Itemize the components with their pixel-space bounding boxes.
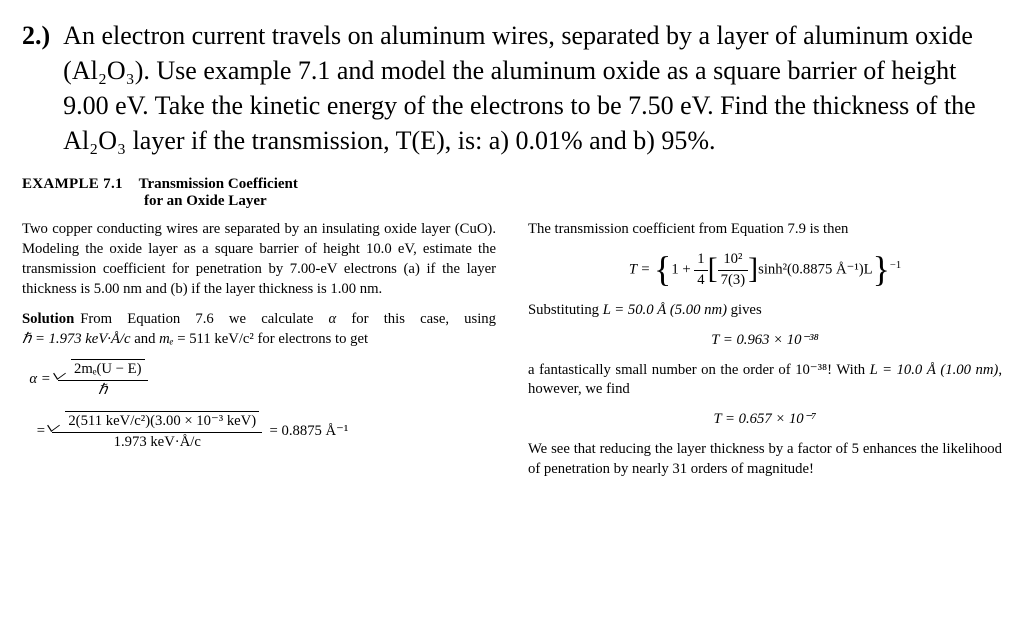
problem-statement: 2.) An electron current travels on alumi…: [22, 18, 1002, 158]
T-value-1: T = 0.963 × 10⁻³⁸: [528, 331, 1002, 351]
solution-label: Solution: [22, 311, 74, 327]
T-equation: T = {1 + 14[10²7(3)]sinh²(0.8875 Å⁻¹)L}−…: [528, 250, 1002, 291]
alpha-equation-1: α = 2mₑ(U − E) ℏ: [22, 359, 496, 401]
right-p2: Substituting L = 50.0 Å (5.00 nm) gives: [528, 301, 1002, 321]
T-value-2: T = 0.657 × 10⁻⁷: [528, 410, 1002, 430]
problem-line1: An electron current travels on aluminum …: [63, 21, 908, 50]
alpha-equation-2: = 2(511 keV/c²)(3.00 × 10⁻³ keV) 1.973 k…: [22, 411, 496, 453]
right-p3: a fantastically small number on the orde…: [528, 361, 1002, 401]
problem-number: 2.): [22, 21, 50, 50]
left-column: Two copper conducting wires are separate…: [22, 220, 496, 489]
right-column: The transmission coefficient from Equati…: [528, 220, 1002, 489]
solution-para: SolutionFrom Equation 7.6 we calculate α…: [22, 310, 496, 350]
example-title-2: for an Oxide Layer: [144, 193, 267, 209]
example-title: EXAMPLE 7.1 Transmission Coefficient for…: [22, 176, 1002, 210]
example-body: Two copper conducting wires are separate…: [22, 220, 1002, 489]
example-title-1: Transmission Coefficient: [139, 176, 298, 192]
example-label: EXAMPLE 7.1: [22, 176, 123, 192]
left-p1: Two copper conducting wires are separate…: [22, 220, 496, 299]
right-p1: The transmission coefficient from Equati…: [528, 220, 1002, 240]
right-p4: We see that reducing the layer thickness…: [528, 440, 1002, 480]
